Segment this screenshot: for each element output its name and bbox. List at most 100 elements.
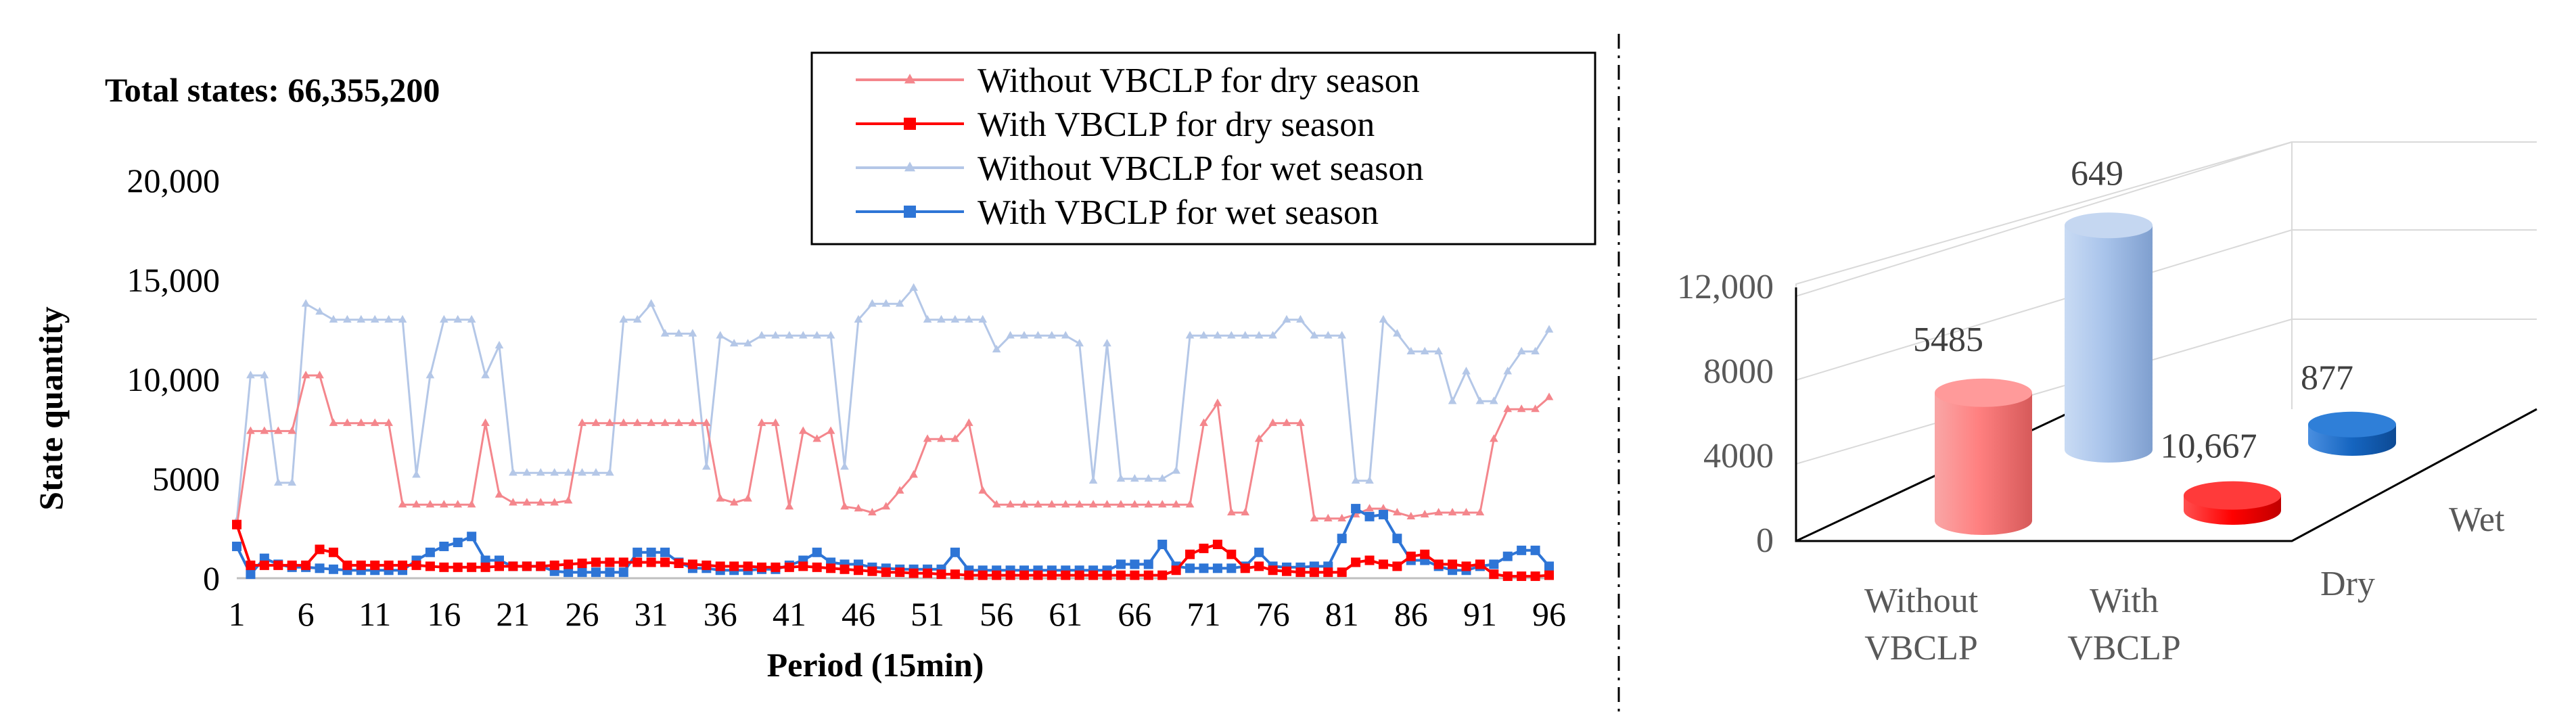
x-tick-label: 6 (298, 595, 315, 633)
data-point (1088, 475, 1098, 484)
data-point (647, 418, 656, 426)
data-point (950, 569, 960, 580)
data-point (1019, 570, 1029, 580)
x-tick-label: 66 (1118, 595, 1151, 633)
x-tick-label: 36 (704, 595, 737, 633)
data-point (1199, 418, 1208, 426)
data-point (1475, 507, 1485, 516)
x-tick-label: 76 (1256, 595, 1290, 633)
data-point (715, 561, 725, 571)
data-point (1323, 513, 1333, 521)
data-point (1323, 331, 1333, 339)
data-point (481, 371, 490, 379)
category-label-without-line1: Without (1864, 582, 1979, 620)
data-point (660, 329, 670, 337)
data-point (964, 570, 974, 580)
data-point (370, 418, 380, 426)
data-point (315, 563, 325, 573)
data-point (1502, 551, 1513, 561)
data-point (1227, 507, 1236, 516)
data-point (854, 504, 863, 512)
data-point (909, 470, 918, 478)
x-tick-label: 31 (635, 595, 668, 633)
series-lines (232, 283, 1554, 582)
data-point (1254, 331, 1264, 339)
data-point (577, 558, 587, 568)
data-point (1337, 331, 1346, 339)
data-point (1379, 314, 1388, 323)
data-point (1226, 549, 1237, 559)
data-point (1130, 500, 1139, 508)
data-point (1185, 500, 1195, 508)
data-point (1241, 507, 1250, 516)
data-point (978, 486, 988, 494)
data-point (895, 299, 904, 307)
data-point (1530, 545, 1540, 555)
data-point (743, 339, 752, 347)
series-2 (232, 283, 1554, 523)
depth-label-dry: Dry (2320, 565, 2375, 603)
data-point (1379, 504, 1388, 512)
data-point (1226, 563, 1237, 573)
data-point (798, 561, 808, 571)
data-point (729, 498, 739, 506)
x-tick-label: 26 (566, 595, 599, 633)
data-point (1075, 339, 1084, 347)
data-point (536, 498, 545, 506)
data-point (812, 434, 821, 442)
x-tick-label: 71 (1187, 595, 1220, 633)
data-point (881, 502, 891, 510)
cylinder-top (2065, 212, 2153, 239)
data-point (937, 434, 946, 442)
data-point (743, 494, 752, 502)
data-point (439, 562, 449, 572)
data-point (1061, 331, 1070, 339)
data-point (1213, 398, 1222, 406)
cylinder-data-label: 649 (2071, 154, 2123, 193)
data-point (329, 418, 338, 426)
data-point (591, 418, 601, 426)
data-point (412, 500, 421, 508)
data-point (1130, 559, 1140, 569)
data-point (978, 314, 988, 323)
data-point (1005, 570, 1015, 580)
cylinder-top (1935, 378, 2032, 407)
y-tick-label: 20,000 (127, 162, 221, 200)
data-point (564, 567, 574, 578)
data-point (425, 547, 435, 557)
legend-label: Without VBCLP for wet season (978, 149, 1423, 188)
y-tick-label: 15,000 (127, 261, 221, 299)
data-point (950, 547, 960, 557)
data-point (1544, 561, 1554, 571)
data-point (812, 562, 822, 572)
category-labels: Without VBCLP With VBCLP Dry Wet (1864, 500, 2505, 667)
data-point (1171, 565, 1181, 576)
data-point (1434, 507, 1443, 516)
data-point (937, 314, 946, 323)
data-point (632, 314, 642, 323)
legend-label: With VBCLP for wet season (978, 193, 1379, 232)
data-point (1448, 507, 1457, 516)
cylinder-data-label: 877 (2301, 359, 2353, 398)
data-point (522, 561, 532, 571)
data-point (992, 500, 1001, 508)
data-point (1462, 367, 1471, 375)
cylinder-chart: 0 4000 8000 12,000 5485 649 10,667 877 Without… (1677, 141, 2537, 667)
data-point (1544, 570, 1554, 580)
data-point (1337, 567, 1347, 578)
data-point (1212, 563, 1222, 573)
data-point (426, 500, 435, 508)
data-point (1406, 511, 1416, 520)
data-point (1061, 500, 1070, 508)
x-tick-label: 21 (496, 595, 530, 633)
legend-item: Without VBCLP for dry season (856, 62, 1420, 100)
data-point (936, 569, 946, 580)
x-tick-label: 51 (911, 595, 944, 633)
data-point (343, 314, 352, 323)
data-point (1310, 513, 1319, 521)
data-point (840, 462, 849, 470)
data-point (826, 331, 835, 339)
data-point (605, 567, 615, 578)
data-point (591, 468, 601, 476)
